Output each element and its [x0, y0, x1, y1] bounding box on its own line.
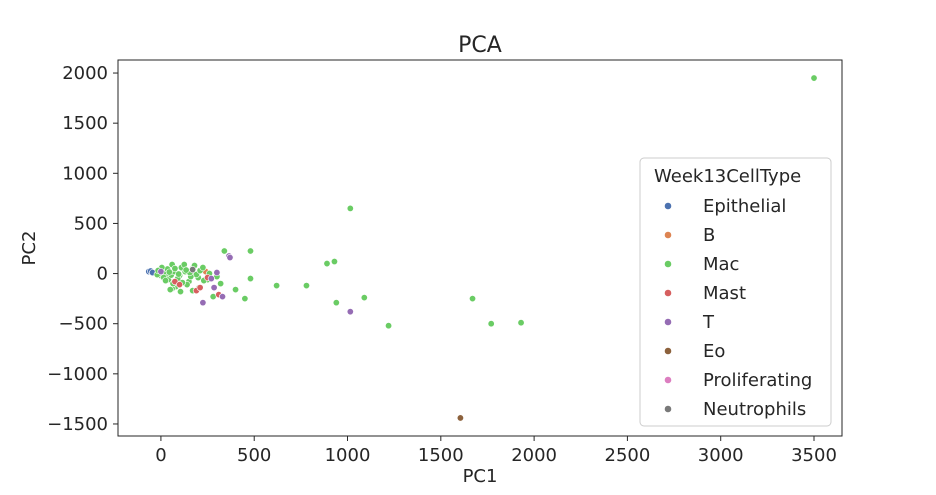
scatter-point-mac: [810, 74, 818, 82]
y-axis-label: PC2: [19, 231, 40, 266]
scatter-point-mac: [232, 286, 240, 294]
y-axis-ticks: −1500 −1000 −500 0 500 1000 1500 2000: [47, 63, 118, 435]
legend-label-neutrophils: Neutrophils: [703, 399, 806, 420]
scatter-point-mac: [165, 268, 173, 276]
x-tick-label: 3000: [698, 445, 744, 466]
x-tick-label: 2500: [605, 445, 651, 466]
points-layer: [145, 74, 818, 422]
scatter-point-mac: [332, 299, 340, 307]
scatter-point-t: [346, 308, 354, 316]
scatter-point-t: [218, 293, 226, 301]
scatter-point-mast: [176, 281, 184, 289]
chart-title: PCA: [458, 33, 502, 58]
scatter-point-eo: [456, 414, 464, 422]
y-tick-label: 2000: [62, 63, 108, 84]
x-axis-label: PC1: [463, 466, 498, 487]
scatter-point-mast: [196, 284, 204, 292]
legend-marker-t: [664, 318, 672, 326]
x-tick-label: 3500: [791, 445, 837, 466]
plot-frame: [117, 59, 843, 437]
scatter-point-mac: [360, 294, 368, 302]
scatter-point-mac: [330, 258, 338, 266]
x-tick-label: 500: [237, 445, 271, 466]
scatter-point-t: [213, 269, 221, 277]
y-tick-label: 0: [97, 264, 108, 285]
scatter-point-mac: [246, 275, 254, 283]
scatter-point-t: [226, 254, 234, 262]
scatter-point-t: [199, 299, 207, 307]
scatter-point-t: [207, 275, 215, 283]
scatter-point-mac: [171, 265, 179, 273]
scatter-point-mac: [182, 266, 190, 274]
y-tick-label: −1000: [47, 364, 108, 385]
scatter-point-mac: [241, 295, 249, 303]
legend-label-mast: Mast: [703, 283, 746, 304]
legend-marker-b: [664, 231, 672, 239]
scatter-point-mac: [246, 247, 254, 255]
legend-items: Epithelial B Mac Mast T Eo Proliferating Neutro…: [664, 196, 812, 420]
legend-title: Week13CellType: [654, 166, 801, 187]
x-tick-label: 1500: [418, 445, 464, 466]
scatter-point-mac: [220, 247, 228, 255]
scatter-point-t: [210, 284, 218, 292]
y-tick-label: 1500: [62, 113, 108, 134]
scatter-point-mac: [162, 277, 170, 285]
y-tick-label: −500: [59, 314, 108, 335]
legend-marker-neutrophils: [664, 405, 672, 413]
scatter-point-mac: [487, 320, 495, 328]
legend-marker-epithelial: [664, 202, 672, 210]
scatter-point-mac: [175, 270, 183, 278]
legend-box: [639, 157, 832, 427]
scatter-point-mac: [469, 295, 477, 303]
y-tick-label: 1000: [62, 163, 108, 184]
scatter-point-mac: [323, 260, 331, 268]
x-tick-label: 0: [155, 445, 166, 466]
x-tick-label: 1000: [325, 445, 371, 466]
scatter-point-mac: [302, 282, 310, 290]
legend: Week13CellType Epithelial B Mac Mast T Eo Prol…: [639, 157, 832, 427]
legend-label-proliferating: Proliferating: [703, 370, 812, 391]
scatter-point-mac: [217, 280, 225, 288]
y-tick-label: 500: [74, 213, 108, 234]
scatter-point-t: [157, 268, 165, 276]
x-axis-ticks: 0 500 1000 1500 2000 2500 3000 3500: [155, 436, 837, 466]
legend-label-mac: Mac: [703, 254, 739, 275]
legend-marker-eo: [664, 347, 672, 355]
legend-label-t: T: [702, 312, 715, 333]
scatter-point-mac: [346, 204, 354, 212]
legend-label-eo: Eo: [703, 341, 725, 362]
legend-marker-mast: [664, 289, 672, 297]
y-tick-label: −1500: [47, 414, 108, 435]
scatter-point-mac: [385, 322, 393, 330]
scatter-point-mac: [517, 319, 525, 327]
scatter-point-mac: [199, 264, 207, 272]
scatter-point-mac: [166, 286, 174, 294]
legend-marker-mac: [664, 260, 672, 268]
legend-label-epithelial: Epithelial: [703, 196, 786, 217]
scatter-point-mac: [177, 288, 185, 296]
legend-label-b: B: [703, 225, 715, 246]
legend-marker-proliferating: [664, 376, 672, 384]
scatter-point-neutrophils: [189, 266, 197, 274]
scatter-point-mac: [273, 282, 281, 290]
x-tick-label: 2000: [511, 445, 557, 466]
